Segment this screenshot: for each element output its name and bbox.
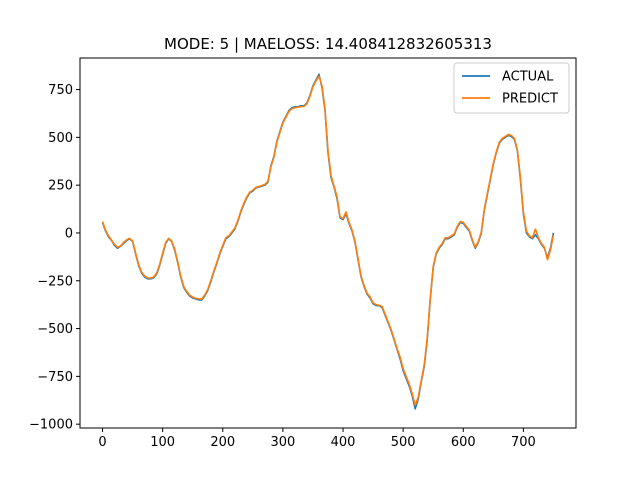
y-tick-label: 750 [48, 83, 73, 98]
axes-frame [79, 57, 577, 429]
x-tick-label: 100 [150, 435, 175, 450]
y-tick-label: −750 [37, 370, 73, 385]
y-tick-label: 0 [65, 226, 73, 241]
x-tick-label: 600 [451, 435, 476, 450]
legend-label: PREDICT [502, 92, 558, 107]
x-tick-label: 700 [511, 435, 536, 450]
plot-area [101, 73, 555, 410]
y-tick-label: −500 [37, 322, 73, 337]
x-tick-label: 0 [98, 435, 106, 450]
y-tick-label: −1000 [29, 418, 73, 433]
y-tick-label: −250 [37, 274, 73, 289]
x-axis: 0 100 200 300 400 500 600 700 [98, 428, 536, 450]
x-tick-label: 400 [331, 435, 356, 450]
legend-label: ACTUAL [502, 70, 554, 85]
legend: ACTUAL PREDICT [453, 62, 570, 114]
series-line-predict [101, 75, 555, 406]
x-tick-label: 300 [270, 435, 295, 450]
y-tick-label: 250 [48, 179, 73, 194]
chart-title: MODE: 5 | MAELOSS: 14.408412832605313 [164, 35, 492, 53]
x-tick-label: 200 [210, 435, 235, 450]
y-axis: −1000 −750 −500 −250 0 250 500 750 [29, 83, 80, 433]
x-tick-label: 500 [391, 435, 416, 450]
y-tick-label: 500 [48, 131, 73, 146]
